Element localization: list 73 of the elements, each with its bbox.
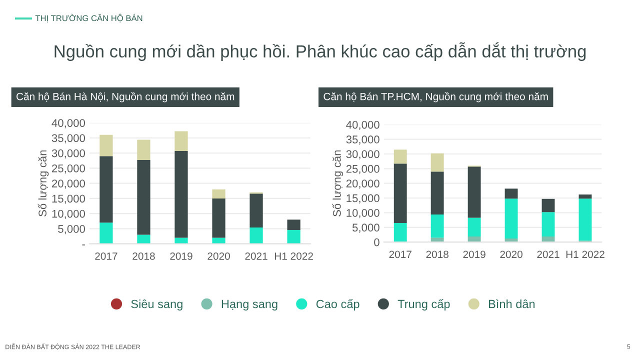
y-tick-label: - [82, 244, 85, 246]
y-tick-label: 40,000 [346, 120, 380, 130]
y-tick-label: 5,000 [352, 224, 380, 233]
bar [137, 234, 150, 244]
y-axis-title: Số lượng căn [332, 150, 344, 216]
bar [394, 222, 407, 242]
bar [430, 153, 444, 172]
x-tick-label: 2020 [208, 252, 230, 260]
bar [137, 140, 150, 160]
x-tick-label: 2021 [537, 250, 560, 258]
bar [287, 230, 300, 244]
bar [212, 189, 226, 198]
y-axis-title: Số lượng căn [38, 150, 49, 216]
bar [468, 166, 481, 218]
bar [174, 150, 188, 238]
bar [394, 164, 407, 223]
bar [504, 188, 518, 199]
bar [212, 198, 226, 238]
bar [100, 156, 113, 223]
y-tick-label: 10,000 [52, 210, 85, 220]
bar [137, 160, 150, 235]
legend-label: Siêu sang [131, 299, 182, 311]
chart-title: Căn hộ Bán Hà Nội, Nguồn cung mới theo năm [16, 92, 234, 102]
legend-label: Trung cấp [398, 298, 450, 311]
y-tick-label: 25,000 [346, 164, 380, 174]
x-tick-label: 2018 [132, 252, 155, 260]
legend-label: Hạng sang [222, 300, 278, 311]
x-tick-label: H1 2022 [274, 252, 313, 260]
chart-title: Căn hộ Bán TP.HCM, Nguồn cung mới theo năm [324, 92, 548, 102]
bar [174, 131, 188, 151]
x-tick-label: 2017 [95, 252, 118, 260]
y-tick-label: 25,000 [52, 164, 85, 174]
bar [468, 236, 481, 242]
x-tick-label: H1 2022 [566, 250, 604, 258]
bar [578, 194, 592, 199]
bar [542, 212, 555, 236]
bar [430, 238, 444, 242]
bar [430, 214, 444, 238]
legend-label: Cao cấp [316, 298, 360, 311]
x-tick-label: 2019 [463, 250, 486, 258]
x-tick-label: 2019 [170, 252, 192, 260]
bar [430, 172, 444, 214]
bar [100, 222, 113, 244]
x-tick-label: 2017 [389, 250, 412, 258]
y-tick-label: 20,000 [346, 180, 380, 189]
bar [542, 198, 555, 212]
bar [212, 238, 226, 244]
y-tick-label: 0 [374, 238, 380, 246]
bar [100, 134, 113, 156]
text: Nguồn cung mới dần phục hồi. Phân khúc cao cấp dẫn dắt thị trường [54, 42, 586, 61]
y-tick-label: 15,000 [346, 194, 380, 204]
bar [468, 218, 481, 236]
x-tick-label: 2021 [245, 252, 268, 260]
x-tick-label: 2018 [426, 250, 448, 258]
y-tick-label: 40,000 [52, 119, 85, 128]
y-tick-label: 30,000 [346, 150, 380, 160]
text: THỊ TRƯỜNG CĂN HỘ BÁN [35, 14, 142, 22]
legend-label: Bình dân [489, 299, 535, 308]
y-tick-label: 15,000 [52, 194, 85, 204]
y-tick-label: 5,000 [58, 224, 85, 234]
bar [250, 228, 263, 244]
bar [504, 198, 518, 239]
y-tick-label: 10,000 [346, 208, 380, 218]
y-tick-label: 35,000 [346, 136, 380, 145]
x-tick-label: 2020 [500, 250, 522, 258]
bar [174, 238, 188, 244]
y-tick-label: 35,000 [52, 134, 85, 144]
bar [250, 194, 263, 228]
bar [287, 220, 300, 230]
bar [394, 150, 407, 164]
bar [578, 198, 592, 241]
y-tick-label: 20,000 [52, 180, 85, 189]
y-tick-label: 30,000 [52, 149, 85, 159]
